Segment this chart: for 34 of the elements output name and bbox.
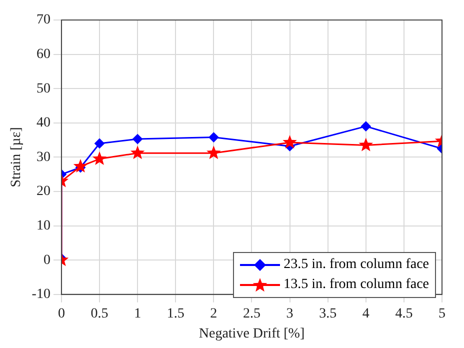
legend-label: 23.5 in. from column face [284,256,429,274]
y-tick-label: 50 [36,81,50,96]
y-tick-label: 30 [36,150,50,165]
y-tick-label: 0 [43,252,50,268]
y-tick-label: 60 [36,46,50,62]
x-tick-label: 2 [210,306,218,322]
y-tick-label: 40 [36,116,50,131]
point [360,121,371,132]
point [282,134,297,149]
point [208,132,219,142]
x-tick-label: 5 [438,306,446,322]
x-tick-label: 0.5 [90,306,108,322]
point [73,158,88,173]
point [132,134,143,144]
x-tick-label: 2.5 [242,306,260,322]
x-tick-label: 1 [134,306,142,322]
y-tick-label: 10 [36,218,50,234]
point [92,151,107,165]
x-tick-label: 3 [286,306,294,322]
x-tick-label: 4 [362,306,370,322]
x-tick-label: 0 [58,306,65,322]
point [130,146,145,160]
y-axis-title: Strain [µε] [9,127,24,188]
legend-label: 13.5 in. from column face [284,276,429,294]
y-tick-label: -10 [32,287,50,302]
y-tick-label: 20 [36,184,50,200]
x-axis-title: Negative Drift [%] [198,326,305,342]
x-tick-label: 1.5 [166,306,184,322]
x-tick-label: 4.5 [395,306,413,322]
point [94,138,105,148]
point [358,138,374,152]
point [206,146,221,160]
x-tick-label: 3.5 [319,306,337,322]
y-tick-label: 70 [36,12,50,28]
